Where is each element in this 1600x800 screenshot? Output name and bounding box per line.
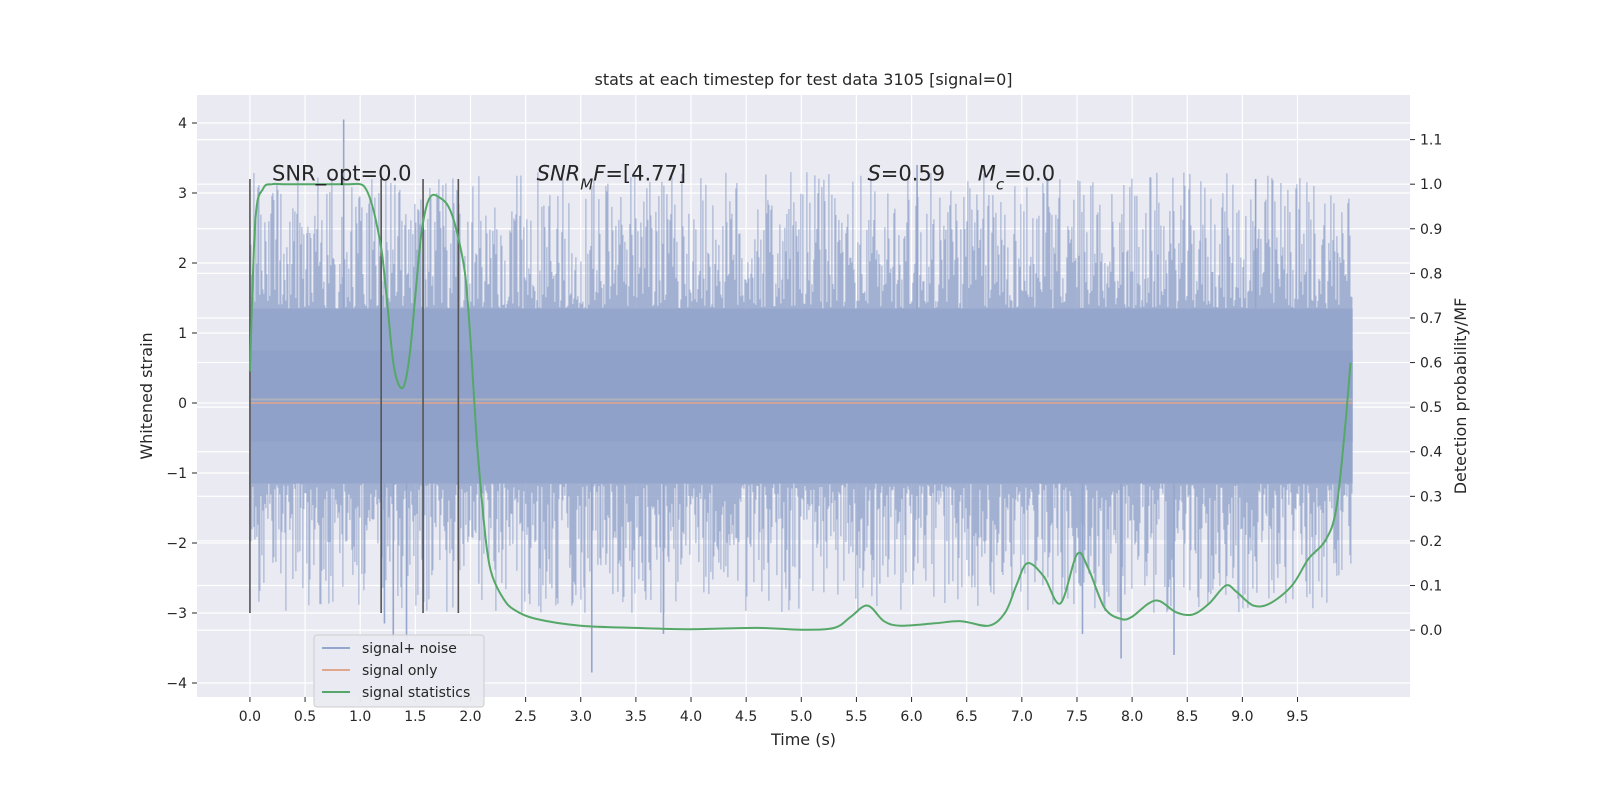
signal-statistics-series [248,182,1352,631]
y2-tick-label: 0.1 [1420,579,1442,595]
y2-axis-label: Detection probability/MF [1451,298,1470,495]
y-tick-label: −2 [166,536,187,552]
x-tick-label: 2.0 [459,709,481,725]
legend: signal+ noise signal only signal statist… [313,634,485,708]
x-tick-label: 0.5 [294,709,316,725]
legend-label-signal-statistics: signal statistics [362,685,470,701]
y2-tick-label: 1.0 [1420,177,1442,193]
y-axis-label: Whitened strain [137,332,156,459]
x-tick-label: 1.5 [404,709,426,725]
legend-box [313,634,485,708]
x-axis-label: Time (s) [770,730,836,749]
x-tick-label: 6.5 [956,709,978,725]
y2-tick-label: 0.2 [1420,534,1442,550]
signal-statistics-line [248,182,1352,631]
annotation-s: S=0.59 [867,161,945,185]
y-tick-label: 3 [178,186,187,202]
y2-tick-label: 0.7 [1420,311,1442,327]
x-tick-label: 6.0 [900,709,922,725]
x-tick-label: 3.5 [625,709,647,725]
x-tick-label: 4.0 [680,709,702,725]
x-tick-label: 4.5 [735,709,757,725]
x-tick-label: 3.0 [570,709,592,725]
y2-tick-label: 0.5 [1420,400,1442,416]
x-tick-label: 7.0 [1011,709,1033,725]
x-tick-label: 5.5 [845,709,867,725]
y-tick-label: −1 [166,466,187,482]
vertical-markers [249,179,460,613]
legend-label-signal-plus-noise: signal+ noise [362,641,457,657]
annotation-snr-opt: SNR_opt=0.0 [272,161,412,186]
annotation-mc: Mc=0.0 [978,161,1055,193]
y-tick-label: 1 [178,326,187,342]
x-tick-label: 9.0 [1231,709,1253,725]
y-tick-label: 2 [178,256,187,272]
x-tick-label: 5.0 [790,709,812,725]
x-tick-label: 1.0 [349,709,371,725]
x-tick-label: 8.5 [1176,709,1198,725]
y2-tick-label: 0.8 [1420,266,1442,282]
y2-tick-label: 0.0 [1420,623,1442,639]
tick-labels: 0.0 0.5 1.0 1.5 2.0 2.5 3.0 3.5 4.0 4.5 5.0 5.5 6.0 6… [166,116,1442,725]
x-tick-label: 2.5 [514,709,536,725]
x-tick-label: 9.5 [1286,709,1308,725]
annotation-snr-mf: SNRMF=[4.77] [537,161,686,193]
y-tick-label: 0 [178,396,187,412]
y2-tick-label: 0.9 [1420,222,1442,238]
x-tick-label: 7.5 [1066,709,1088,725]
x-tick-label: 0.0 [239,709,261,725]
y2-tick-label: 0.6 [1420,356,1442,372]
y2-tick-label: 0.4 [1420,445,1442,461]
y2-tick-label: 1.1 [1420,133,1442,149]
y-tick-label: −4 [166,676,187,692]
y-tick-label: 4 [178,116,187,132]
chart-title: stats at each timestep for test data 310… [594,70,1012,89]
annotations: SNR_opt=0.0 SNRMF=[4.77] S=0.59 Mc=0.0 [272,161,1055,193]
signal-plus-noise-series [249,119,1353,673]
y2-tick-label: 0.3 [1420,489,1442,505]
noise-band-inner [249,350,1353,442]
legend-label-signal-only: signal only [362,663,437,679]
y-tick-label: −3 [166,606,187,622]
x-tick-label: 8.0 [1121,709,1143,725]
signal-only-series [249,398,1353,404]
